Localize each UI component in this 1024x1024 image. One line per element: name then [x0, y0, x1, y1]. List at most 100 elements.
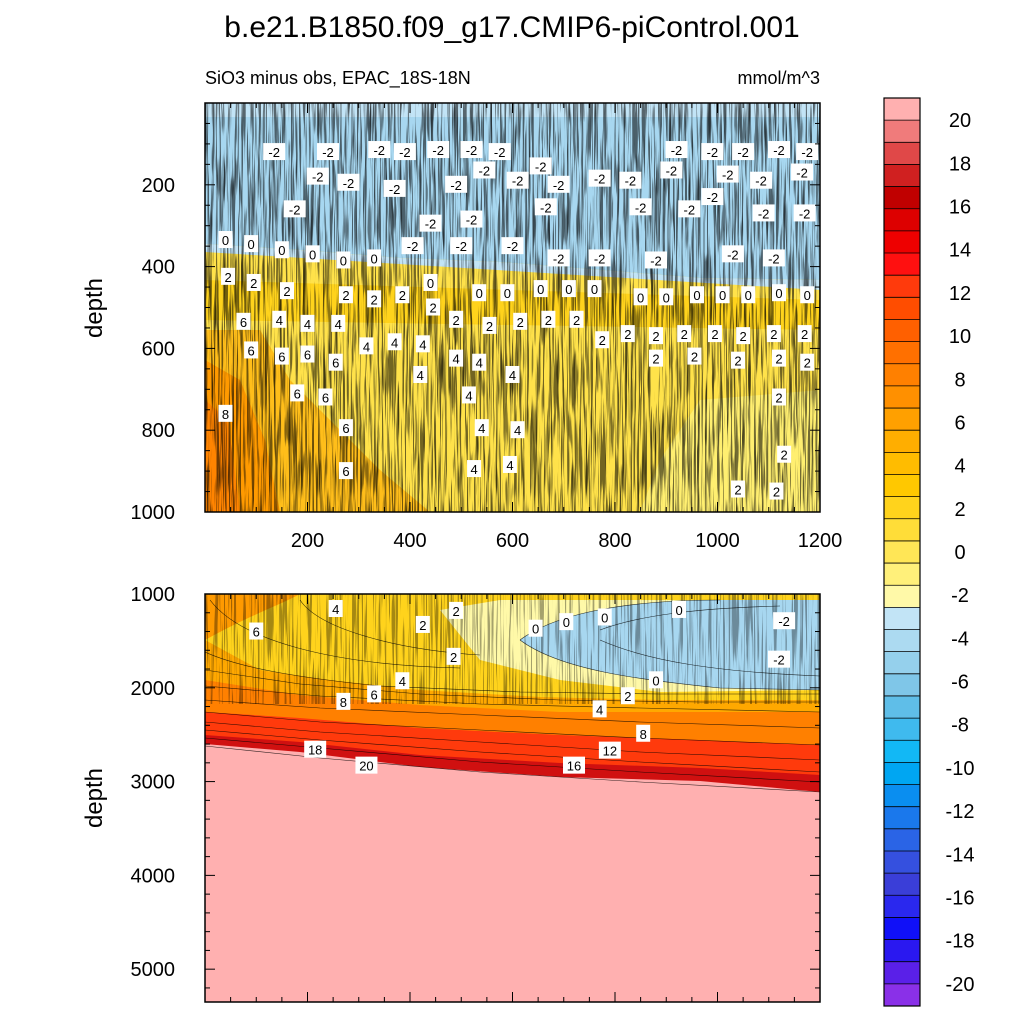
contour-label: 2	[541, 310, 556, 328]
contour-label: 0	[500, 284, 515, 302]
colorbar-swatch	[884, 629, 920, 652]
colorbar-swatch	[884, 98, 920, 121]
contour-label: -2	[501, 237, 524, 255]
contour-label: -2	[701, 143, 724, 161]
upper-x-ticks: 200 400 600 800 1000 1200	[230, 103, 843, 552]
contour-label-bg	[561, 280, 576, 298]
contour-label: 0	[559, 613, 574, 631]
contour-label-text: 2	[624, 689, 631, 704]
colorbar-label: 10	[949, 326, 971, 348]
contour-label-text: 8	[340, 695, 347, 710]
contour-label: 4	[331, 314, 346, 332]
contour-label: 8	[336, 692, 351, 710]
contour-label: 0	[528, 619, 543, 637]
colorbar-swatch	[884, 873, 920, 896]
contour-label-text: 2	[429, 301, 436, 316]
contour-label-bg	[505, 365, 520, 383]
y-tick-label: 4000	[131, 865, 176, 887]
contour-label-text: 2	[486, 319, 493, 334]
upper-contour-labels: -2 -2 -2 -2 -2 -2 -2 -2 -2 -2 -2 -2 -2 -2 -2 -2 -2 -2 -2 -2…	[218, 141, 819, 500]
contour-label-bg	[752, 204, 775, 222]
contour-label-text: -2	[773, 143, 785, 158]
contour-label-text: 2	[371, 292, 378, 307]
contour-label-bg	[690, 286, 704, 304]
contour-label-text: 8	[222, 407, 229, 422]
y-tick-label: 200	[142, 175, 175, 197]
colorbar-swatch	[884, 518, 920, 542]
colorbar-label: 0	[954, 542, 965, 564]
contour-label-bg	[246, 273, 261, 291]
contour-label-text: 2	[773, 485, 780, 500]
lower-x-ticks	[230, 594, 821, 1002]
x-tick-label: 1200	[798, 530, 843, 552]
colorbar-swatch	[884, 430, 920, 453]
contour-label-bg	[672, 600, 687, 618]
contour-label: 12	[598, 741, 621, 759]
y-tick-label: 400	[142, 257, 175, 279]
contour-label: 0	[690, 286, 704, 304]
contour-label-text: 4	[514, 423, 521, 438]
contour-label-text: 0	[601, 610, 608, 625]
contour-label-text: -2	[737, 145, 749, 160]
contour-label: 0	[772, 284, 786, 302]
contour-label-text: 4	[363, 339, 370, 354]
contour-label-bg	[766, 325, 781, 343]
contour-label-bg	[649, 671, 663, 689]
contour-label-bg	[534, 198, 557, 216]
contour-label: 0	[244, 235, 259, 253]
contour-label-bg	[280, 282, 294, 300]
contour-label: 2	[395, 286, 410, 304]
contour-label-bg	[415, 615, 430, 633]
y-tick-label: 1000	[131, 502, 176, 524]
contour-label-text: 6	[248, 343, 255, 358]
contour-label-bg	[300, 345, 315, 363]
contour-label: 4	[592, 700, 607, 718]
contour-label-text: 4	[478, 421, 485, 436]
contour-label-text: 4	[332, 602, 339, 617]
lower-contour-line-2	[205, 737, 820, 783]
contour-label: 2	[736, 327, 751, 345]
colorbar-swatch	[884, 651, 920, 675]
contour-label-text: 0	[278, 243, 285, 258]
contour-label-bg	[368, 141, 391, 159]
contour-label-text: -2	[450, 178, 462, 193]
colorbar: 20181614121086420-2-4-6-8-10-12-14-16-18…	[883, 97, 974, 1007]
contour-label-text: 4	[276, 313, 283, 328]
contour-label: 2	[569, 310, 584, 328]
lower-noise-contours	[205, 594, 820, 704]
contour-label-bg	[660, 161, 683, 179]
x-tick-label: 600	[496, 530, 529, 552]
contour-label-text: 6	[278, 350, 285, 365]
upper-noise-contours-2	[205, 103, 820, 512]
contour-label-bg	[274, 347, 289, 365]
colorbar-swatch	[884, 806, 920, 830]
colorbar-swatch	[884, 762, 920, 785]
colorbar-label: 18	[949, 153, 971, 175]
contour-label: -2	[401, 237, 424, 255]
contour-label: -2	[460, 210, 483, 228]
contour-label-bg	[415, 335, 430, 353]
contour-label: 0	[633, 288, 648, 306]
contour-label: 2	[426, 298, 441, 316]
contour-label: 0	[597, 608, 612, 626]
colorbar-swatch	[884, 452, 920, 475]
contour-label: 16	[563, 756, 585, 774]
colorbar-swatch	[884, 585, 920, 608]
colorbar-swatch	[884, 695, 920, 719]
x-tick-label: 800	[598, 530, 631, 552]
colorbar-swatch	[884, 740, 920, 763]
contour-label-text: 2	[681, 327, 688, 342]
contour-label-text: -2	[799, 206, 811, 221]
contour-label-text: 0	[340, 253, 347, 268]
contour-label-text: 4	[335, 317, 342, 332]
contour-label-text: 0	[745, 288, 752, 303]
contour-label-bg	[796, 143, 819, 161]
contour-label-text: -2	[727, 247, 739, 262]
contour-label: 0	[649, 671, 663, 689]
contour-label-text: 6	[371, 687, 378, 702]
contour-label-bg	[474, 419, 489, 437]
contour-label-text: -2	[796, 166, 808, 181]
contour-label-bg	[707, 325, 722, 343]
contour-label-bg	[501, 237, 524, 255]
colorbar-swatch	[884, 983, 920, 1007]
